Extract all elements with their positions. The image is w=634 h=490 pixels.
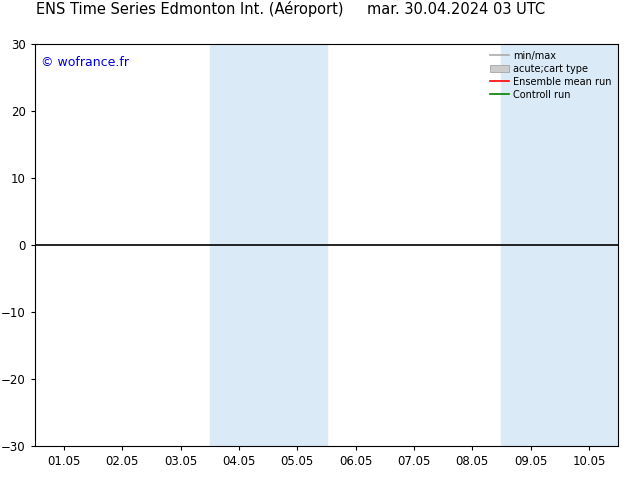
Text: mar. 30.04.2024 03 UTC: mar. 30.04.2024 03 UTC	[368, 2, 545, 17]
Bar	[210, 44, 327, 446]
Text: ENS Time Series Edmonton Int. (Aéroport): ENS Time Series Edmonton Int. (Aéroport)	[36, 1, 344, 17]
Legend: min/max, acute;cart type, Ensemble mean run, Controll run: min/max, acute;cart type, Ensemble mean …	[486, 47, 615, 103]
Text: © wofrance.fr: © wofrance.fr	[41, 56, 129, 69]
Bar	[501, 44, 618, 446]
